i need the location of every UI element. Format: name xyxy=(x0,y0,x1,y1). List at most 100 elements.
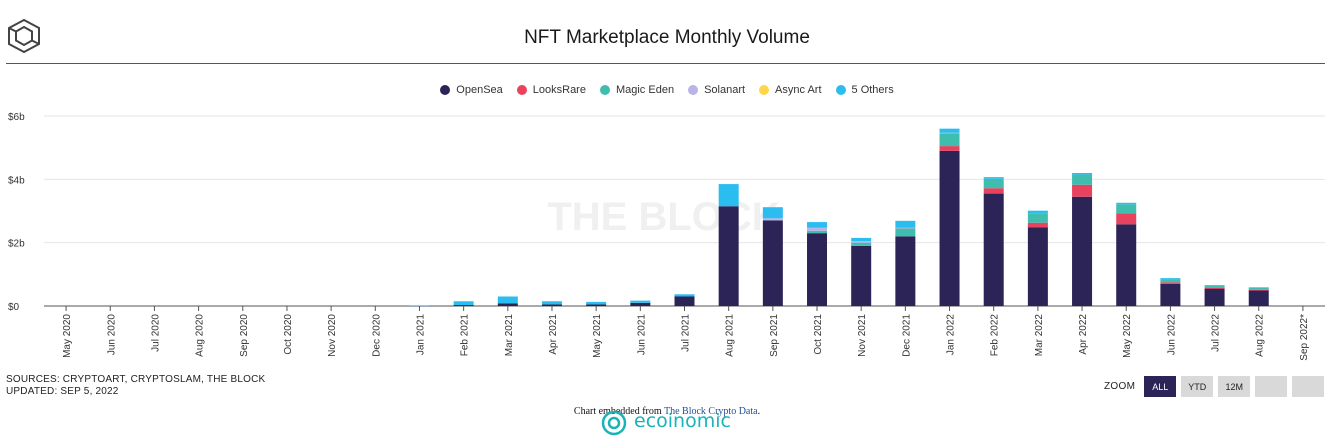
legend-item-5-others[interactable]: 5 Others xyxy=(835,84,894,96)
bar-segment-5-others xyxy=(1204,285,1225,286)
bar-segment-opensea xyxy=(1204,288,1225,306)
bar-segment-5-others xyxy=(630,300,651,303)
bar-segment-opensea xyxy=(851,245,872,306)
legend-label: Solanart xyxy=(704,84,746,96)
zoom-extra-button-2[interactable] xyxy=(1292,376,1325,397)
chart-legend: OpenSea LooksRare Magic Eden Solanart Async … xyxy=(0,84,1334,96)
legend-label: Async Art xyxy=(775,84,822,96)
bar-segment-5-others xyxy=(1072,173,1093,175)
bar-segment-opensea xyxy=(1248,290,1269,306)
zoom-extra-button-1[interactable] xyxy=(1255,376,1288,397)
bar-segment-5-others xyxy=(851,237,872,242)
bar-segment-opensea xyxy=(762,220,783,306)
bar-segment-magic-eden xyxy=(1248,287,1269,290)
bar-segment-5-others xyxy=(497,296,518,304)
bar-segment-solanart xyxy=(851,241,872,243)
bar-segment-opensea xyxy=(1160,283,1181,306)
y-tick-label: $2b xyxy=(8,239,25,250)
bar-segment-looksrare xyxy=(1027,222,1048,228)
bar-segment-5-others xyxy=(541,301,562,305)
x-tick-label: Aug 2021 xyxy=(725,314,736,357)
bar-segment-opensea xyxy=(895,236,916,306)
bar-segment-solanart xyxy=(762,218,783,221)
bar-segment-opensea xyxy=(674,296,695,306)
zoom-all-button[interactable]: ALL xyxy=(1144,376,1177,397)
bar-segment-magic-eden xyxy=(1116,204,1137,214)
bar-segment-looksrare xyxy=(1160,282,1181,284)
x-tick-label: Sep 2021 xyxy=(769,314,780,357)
bar-segment-5-others xyxy=(807,222,828,228)
x-tick-label: Jun 2020 xyxy=(106,314,117,356)
bar-segment-looksrare xyxy=(939,146,960,151)
legend-item-looksrare[interactable]: LooksRare xyxy=(516,84,586,96)
bar-segment-looksrare xyxy=(1116,213,1137,225)
bar-segment-opensea xyxy=(586,304,607,306)
bar-segment-opensea xyxy=(807,233,828,306)
bar-chart: THE BLOCK $0 $2b $4b $6b May 2020 Jun 2020 Jul … xyxy=(8,112,1325,361)
x-tick-label: Aug 2022 xyxy=(1255,314,1266,357)
x-tick-label: Aug 2020 xyxy=(195,314,206,357)
x-tick-label: Feb 2022 xyxy=(990,314,1001,357)
x-tick-label: May 2020 xyxy=(62,314,73,358)
x-tick-label: Sep 2020 xyxy=(239,314,250,357)
legend-swatch xyxy=(599,85,610,95)
bar-segment-magic-eden xyxy=(895,228,916,237)
updated-line: UPDATED: SEP 5, 2022 xyxy=(6,386,119,397)
x-tick-label: Feb 2021 xyxy=(460,314,471,357)
x-tick-label: Oct 2020 xyxy=(283,314,294,355)
bar-segment-magic-eden xyxy=(851,242,872,246)
x-tick-label: Jan 2022 xyxy=(946,314,957,356)
zoom-12m-button[interactable]: 12M xyxy=(1218,376,1251,397)
bar-segment-looksrare xyxy=(983,188,1004,194)
legend-item-opensea[interactable]: OpenSea xyxy=(440,84,503,96)
bar-segment-5-others xyxy=(895,220,916,228)
bar-segment-opensea xyxy=(497,303,518,306)
title-divider xyxy=(6,63,1325,64)
bar-segment-magic-eden xyxy=(1204,285,1225,288)
legend-item-magic-eden[interactable]: Magic Eden xyxy=(599,84,675,96)
embed-link[interactable]: The Block Crypto Data xyxy=(663,406,758,417)
bar-segment-5-others xyxy=(762,207,783,219)
bar-segment-5-others xyxy=(1027,210,1048,214)
x-tick-label: Jan 2021 xyxy=(415,314,426,356)
bar-segment-opensea xyxy=(939,150,960,306)
x-tick-label: Oct 2021 xyxy=(813,314,824,355)
ecoinomic-logo-icon xyxy=(601,410,627,436)
zoom-ytd-button[interactable]: YTD xyxy=(1181,376,1214,397)
bar-segment-opensea xyxy=(1027,227,1048,306)
legend-swatch xyxy=(440,85,451,95)
x-tick-label: Dec 2020 xyxy=(371,314,382,357)
legend-swatch xyxy=(759,85,770,95)
x-tick-label: Jul 2021 xyxy=(681,314,692,352)
legend-swatch xyxy=(835,85,846,95)
x-tick-label: Mar 2021 xyxy=(504,314,515,357)
legend-label: OpenSea xyxy=(456,84,503,96)
bar-segment-5-others xyxy=(409,305,430,307)
x-tick-label: Nov 2021 xyxy=(857,314,868,357)
bar-segment-5-others xyxy=(939,128,960,133)
chart-watermark: THE BLOCK xyxy=(547,195,780,239)
bar-segment-opensea xyxy=(718,206,739,306)
embed-suffix: . xyxy=(757,406,761,417)
bar-segment-magic-eden xyxy=(807,230,828,234)
x-tick-label: Jun 2021 xyxy=(636,314,647,356)
bar-segment-opensea xyxy=(630,302,651,306)
legend-item-solanart[interactable]: Solanart xyxy=(688,84,745,96)
x-tick-label: Mar 2022 xyxy=(1034,314,1045,357)
bar-segment-opensea xyxy=(1072,196,1093,306)
x-tick-label: May 2022 xyxy=(1122,314,1133,358)
bar-segment-magic-eden xyxy=(1027,213,1048,223)
x-tick-label: Nov 2020 xyxy=(327,314,338,357)
x-tick-label: Sep 2022* xyxy=(1299,314,1310,361)
bar-segment-magic-eden xyxy=(983,178,1004,189)
x-tick-label: Apr 2022 xyxy=(1078,314,1089,355)
bar-segment-5-others xyxy=(586,301,607,305)
legend-label: Magic Eden xyxy=(615,84,675,96)
bar-segment-opensea xyxy=(983,193,1004,306)
x-tick-label: Jul 2022 xyxy=(1211,314,1222,352)
x-tick-label: Dec 2021 xyxy=(901,314,912,357)
legend-item-async-art[interactable]: Async Art xyxy=(759,84,822,96)
bar-segment-opensea xyxy=(1116,224,1137,306)
sources-note: SOURCES: CRYPTOART, CRYPTOSLAM, THE BLOC… xyxy=(6,374,265,398)
zoom-label: ZOOM xyxy=(1104,381,1136,392)
